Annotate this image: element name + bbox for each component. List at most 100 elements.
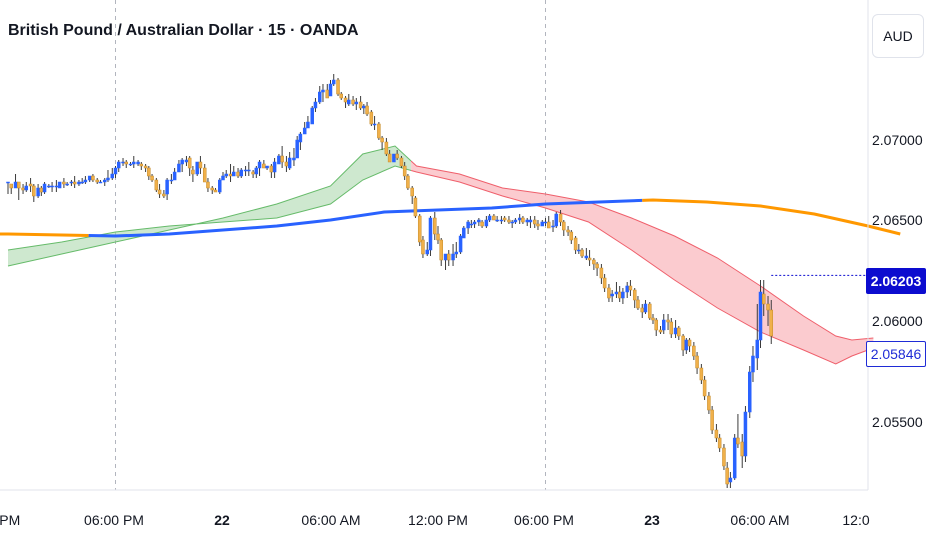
candle-up: [69, 181, 74, 184]
candle-down: [710, 409, 714, 431]
candle-up: [310, 107, 314, 125]
plot-background: [0, 0, 868, 490]
candle-up: [110, 173, 115, 179]
candle-down: [198, 161, 203, 169]
candle-down: [384, 141, 389, 155]
candle-down: [602, 277, 607, 289]
candle-down: [722, 447, 726, 467]
slow-ma-segment-blue: [88, 198, 643, 238]
candle-up: [458, 235, 463, 253]
candle-down: [206, 181, 210, 189]
candle-down: [651, 317, 655, 321]
candle-up: [499, 219, 504, 222]
last-price-label: 2.06203: [866, 268, 926, 294]
candle-up: [540, 221, 545, 227]
candle-up: [292, 157, 296, 161]
candle-up: [554, 213, 558, 227]
candle-up: [543, 221, 548, 224]
candle-up: [362, 105, 366, 109]
candle-down: [210, 187, 214, 191]
ribbon-bearish-upper: [410, 160, 874, 341]
candle-up: [177, 163, 181, 173]
candle-down: [669, 321, 674, 335]
candle-down: [399, 157, 404, 167]
candle-up: [477, 219, 481, 223]
candle-down: [358, 101, 363, 109]
price-tick: 2.05500: [872, 414, 923, 430]
candle-down: [640, 307, 644, 313]
candle-up: [272, 161, 277, 173]
candle-down: [766, 303, 770, 311]
candle-down: [648, 303, 652, 319]
candle-down: [380, 137, 384, 143]
candle-up: [257, 161, 262, 169]
candle-down: [402, 165, 407, 177]
candle-up: [510, 221, 514, 224]
currency-selector[interactable]: AUD: [872, 14, 924, 58]
candle-down: [740, 441, 744, 457]
candle-down: [714, 429, 719, 439]
candle-down: [502, 217, 507, 221]
candle-up: [224, 173, 228, 177]
candle-up: [6, 181, 10, 184]
candle-up: [83, 179, 88, 183]
candle-up: [232, 171, 236, 177]
candle-up: [469, 223, 474, 226]
candle-up: [684, 339, 689, 351]
candle-down: [658, 329, 663, 333]
candle-up: [528, 219, 533, 223]
candle-down: [769, 309, 773, 337]
candle-up: [42, 183, 47, 193]
candle-down: [236, 171, 240, 177]
candle-up: [298, 133, 303, 143]
time-tick: 00 PM: [0, 512, 21, 528]
candle-up: [77, 181, 81, 185]
candle-up: [165, 179, 169, 195]
candle-up: [331, 79, 336, 85]
candle-down: [157, 189, 162, 195]
candle-up: [743, 411, 748, 457]
candle-down: [154, 179, 159, 191]
candle-up: [610, 293, 614, 297]
price-tick: 2.06500: [872, 212, 923, 228]
candle-down: [695, 355, 699, 369]
candle-up: [551, 225, 555, 228]
candle-up: [116, 161, 121, 169]
candle-down: [447, 253, 451, 261]
candle-down: [280, 155, 284, 163]
candle-up: [662, 319, 666, 331]
candle-down: [492, 215, 496, 221]
candle-up: [277, 155, 281, 165]
time-tick: 06:00 AM: [730, 512, 790, 528]
candle-down: [417, 215, 422, 243]
candle-down: [147, 167, 151, 177]
candle-up: [13, 181, 18, 189]
candle-up: [454, 251, 459, 255]
time-tick: 06:00 AM: [301, 512, 361, 528]
price-tick: 2.07000: [872, 132, 923, 148]
candle-down: [677, 327, 681, 337]
candle-down: [607, 287, 611, 299]
candle-up: [121, 161, 125, 164]
candle-up: [98, 181, 103, 184]
candle-down: [558, 213, 563, 223]
candle-up: [265, 165, 269, 169]
candle-up: [484, 219, 489, 227]
candle-up: [65, 183, 69, 186]
candle-down: [369, 111, 374, 125]
candle-up: [614, 291, 619, 295]
candle-up: [513, 219, 518, 223]
candle-down: [592, 259, 596, 265]
candle-down: [687, 339, 692, 347]
candle-down: [387, 153, 392, 163]
candle-up: [36, 187, 40, 197]
candle-down: [406, 175, 410, 189]
candle-up: [751, 355, 755, 373]
candle-down: [761, 293, 766, 305]
candle-down: [339, 93, 343, 99]
candle-down: [150, 175, 154, 181]
candle-up: [218, 179, 222, 193]
candle-down: [707, 395, 711, 411]
candle-down: [343, 97, 348, 103]
